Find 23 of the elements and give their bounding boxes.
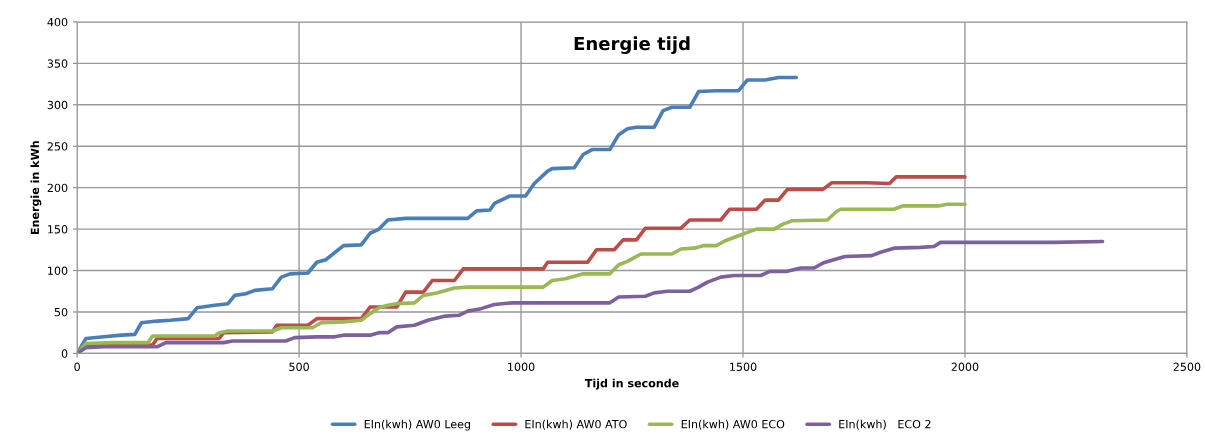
line-series [77, 239, 1105, 354]
x-tick-label: 2500 [1173, 362, 1201, 372]
y-tick-label: 300 [47, 100, 68, 110]
x-tick-label: 1000 [508, 362, 535, 372]
y-tick-label: 250 [47, 142, 68, 151]
y-tick-label: 200 [47, 183, 68, 193]
y-tick-label: 150 [48, 225, 68, 234]
y-tick-label: 350 [47, 59, 68, 68]
x-tick-label: 1500 [730, 362, 757, 372]
y-tick-label: 100 [48, 266, 68, 275]
y-tick-label: 0 [61, 349, 68, 358]
y-tick-label: 400 [47, 17, 68, 27]
x-tick-label: 500 [289, 362, 309, 372]
legend-label: EIn(kwh) AW0 ECO [681, 419, 785, 430]
legend-label: EIn(kwh) AW0 ATO [525, 419, 627, 430]
x-axis-title: Tijd in seconde [584, 378, 679, 390]
text: Energie tijd [574, 36, 690, 54]
y-axis-title: Energie in kWh [30, 141, 42, 235]
legend-label: EIn(kwh) AW0 Leeg [364, 419, 471, 431]
x-tick-label: 2000 [951, 362, 979, 372]
x-tick-label: 0 [74, 362, 80, 372]
y-tick-label: 50 [54, 307, 68, 317]
legend-label: EIn(kwh) ECO 2 [839, 419, 931, 430]
